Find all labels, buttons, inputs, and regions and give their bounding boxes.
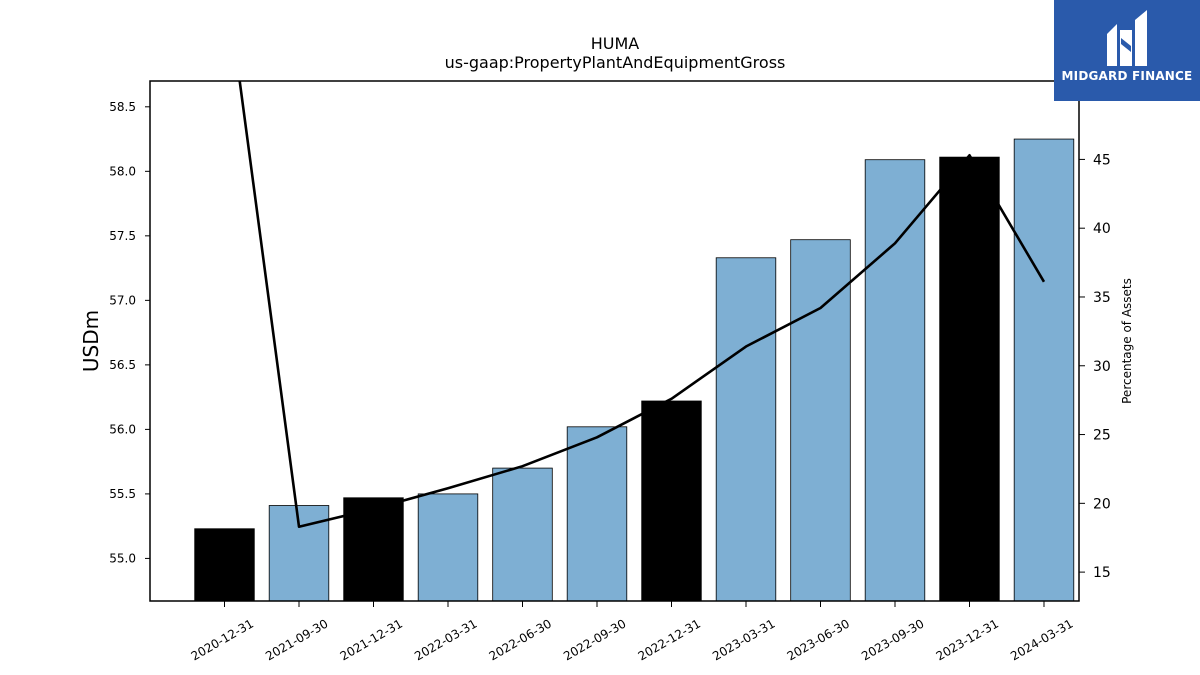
bars-group — [194, 138, 1075, 602]
bar — [492, 467, 553, 602]
bar — [566, 426, 628, 602]
y-axis-label: USDm — [79, 310, 103, 372]
x-tick-label: 2024-03-31 — [1008, 616, 1075, 663]
bar — [343, 497, 404, 602]
x-tick-label: 2021-12-31 — [338, 616, 405, 663]
y2-tick-label: 20 — [1093, 496, 1111, 512]
y2-tick-label: 25 — [1093, 428, 1111, 444]
y-axis: 55.0 55.5 56.0 56.5 57.0 57.5 58.0 58.5 — [109, 100, 150, 565]
bar — [641, 400, 702, 602]
y-tick-label: 56.0 — [109, 422, 136, 436]
bar — [194, 528, 255, 602]
line-group — [238, 81, 1046, 529]
y2-tick-label: 40 — [1093, 221, 1111, 237]
y2-tick-label: 30 — [1093, 359, 1111, 375]
brand-logo-text: MIDGARD FINANCE — [1061, 69, 1193, 83]
y-tick-label: 57.5 — [109, 229, 136, 243]
x-tick-label: 2023-12-31 — [934, 616, 1001, 663]
x-tick-label: 2022-03-31 — [412, 616, 479, 663]
x-tick-label: 2023-09-30 — [859, 616, 926, 663]
x-tick-label: 2023-03-31 — [710, 616, 777, 663]
chart-subtitle: us-gaap:PropertyPlantAndEquipmentGross — [445, 53, 786, 72]
x-tick-label: 2023-06-30 — [785, 616, 852, 663]
brand-logo: MIDGARD FINANCE — [1054, 0, 1200, 101]
x-tick-label: 2022-06-30 — [487, 616, 554, 663]
brand-mark-icon — [1107, 10, 1147, 66]
bar — [1013, 138, 1075, 602]
x-tick-label: 2021-09-30 — [263, 616, 330, 663]
y2-axis-label: Percentage of Assets — [1120, 278, 1134, 404]
x-tick-label: 2020-12-31 — [189, 616, 256, 663]
x-tick-label: 2022-12-31 — [636, 616, 703, 663]
bar — [939, 156, 1000, 602]
y-tick-label: 58.5 — [109, 100, 136, 114]
y2-tick-label: 35 — [1093, 290, 1111, 306]
y-tick-label: 55.0 — [109, 551, 136, 565]
y-tick-label: 57.0 — [109, 293, 136, 307]
bar — [715, 257, 777, 602]
chart-title: HUMA — [591, 34, 640, 53]
x-axis: 2020-12-31 2021-09-30 2021-12-31 2022-03-31… — [189, 601, 1075, 663]
y2-tick-label: 15 — [1093, 565, 1111, 581]
y2-axis: 15 20 25 30 35 40 45 — [1079, 152, 1111, 581]
x-tick-label: 2022-09-30 — [561, 616, 628, 663]
bar — [417, 493, 479, 602]
plot-frame — [149, 80, 1080, 602]
bar — [864, 159, 926, 602]
y-tick-label: 55.5 — [109, 487, 136, 501]
y-tick-label: 56.5 — [109, 358, 136, 372]
line-series — [238, 81, 1046, 529]
y2-tick-label: 45 — [1093, 152, 1111, 168]
y-tick-label: 58.0 — [109, 164, 136, 178]
bar — [790, 239, 851, 602]
